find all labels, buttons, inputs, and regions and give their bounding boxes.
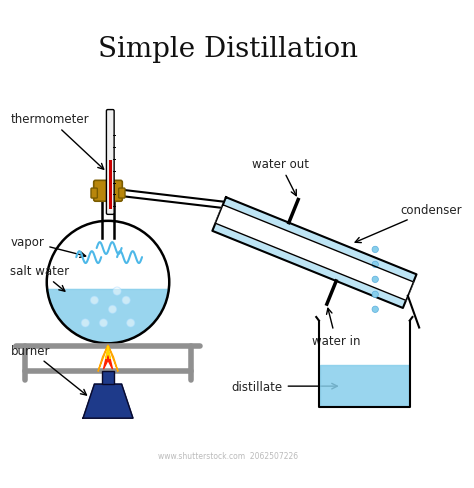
- Text: condenser: condenser: [355, 203, 462, 243]
- Text: vapor: vapor: [10, 235, 86, 258]
- Polygon shape: [98, 346, 118, 372]
- Polygon shape: [215, 205, 413, 301]
- FancyBboxPatch shape: [94, 181, 122, 202]
- Text: distillate: distillate: [231, 380, 337, 393]
- Circle shape: [109, 305, 117, 314]
- Circle shape: [372, 291, 378, 298]
- Polygon shape: [320, 366, 409, 406]
- Circle shape: [91, 297, 99, 305]
- Text: water out: water out: [252, 158, 309, 196]
- Text: burner: burner: [10, 344, 86, 395]
- Circle shape: [372, 262, 378, 268]
- Polygon shape: [83, 385, 133, 418]
- Polygon shape: [47, 290, 169, 344]
- Circle shape: [372, 306, 378, 313]
- FancyBboxPatch shape: [91, 189, 97, 199]
- Circle shape: [122, 297, 130, 305]
- FancyBboxPatch shape: [107, 110, 114, 215]
- Circle shape: [81, 319, 90, 327]
- Text: Simple Distillation: Simple Distillation: [98, 36, 358, 62]
- Circle shape: [127, 319, 135, 327]
- Circle shape: [372, 277, 378, 283]
- Polygon shape: [103, 350, 112, 369]
- Polygon shape: [212, 198, 417, 308]
- Text: thermometer: thermometer: [10, 113, 104, 170]
- Text: www.shutterstock.com  2062507226: www.shutterstock.com 2062507226: [158, 451, 298, 460]
- Circle shape: [113, 287, 121, 296]
- FancyBboxPatch shape: [101, 372, 114, 385]
- Text: salt water: salt water: [10, 264, 70, 292]
- FancyBboxPatch shape: [109, 161, 111, 210]
- FancyBboxPatch shape: [118, 189, 125, 199]
- Circle shape: [100, 319, 108, 327]
- Circle shape: [372, 247, 378, 253]
- Polygon shape: [106, 346, 110, 359]
- Text: water in: water in: [312, 309, 360, 347]
